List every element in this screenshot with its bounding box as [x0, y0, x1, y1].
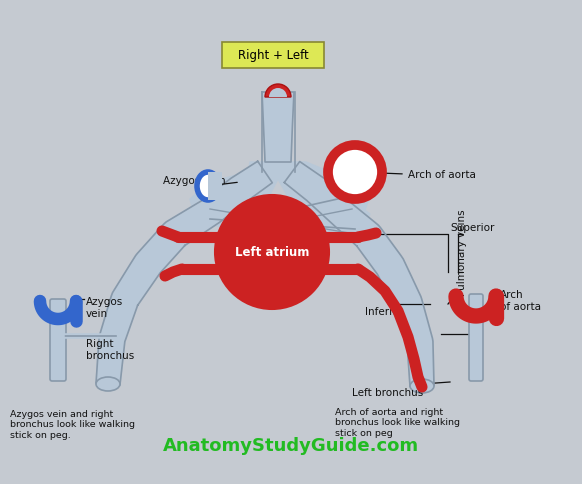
Polygon shape [96, 162, 272, 385]
Ellipse shape [96, 377, 120, 391]
Ellipse shape [410, 379, 434, 393]
Text: Arch
of aorta: Arch of aorta [500, 289, 541, 311]
Polygon shape [190, 165, 370, 237]
Text: Left bronchus: Left bronchus [352, 387, 423, 397]
Bar [208, 173, 222, 200]
Text: Inferior: Inferior [365, 306, 403, 317]
Text: Right
bronchus: Right bronchus [86, 338, 134, 360]
FancyBboxPatch shape [469, 294, 483, 381]
Text: Arch of aorta and right
bronchus look like walking
stick on peg: Arch of aorta and right bronchus look li… [335, 407, 460, 437]
Polygon shape [262, 93, 294, 163]
Text: Arch of aorta: Arch of aorta [408, 170, 476, 180]
Ellipse shape [197, 173, 219, 200]
Text: Pulmonary veins: Pulmonary veins [457, 209, 467, 296]
Wedge shape [265, 85, 291, 98]
Text: Azygos
vein: Azygos vein [86, 296, 123, 318]
Text: Left atrium: Left atrium [235, 246, 309, 259]
Circle shape [215, 196, 329, 309]
Text: AnatomyStudyGuide.com: AnatomyStudyGuide.com [163, 436, 419, 454]
Text: Azygos vein and right
bronchus look like walking
stick on peg.: Azygos vein and right bronchus look like… [10, 409, 135, 439]
FancyBboxPatch shape [222, 43, 324, 69]
Text: Right + Left: Right + Left [237, 49, 308, 62]
Text: Azygos vein: Azygos vein [163, 176, 226, 186]
Polygon shape [190, 163, 370, 225]
Circle shape [328, 146, 382, 199]
Polygon shape [284, 162, 434, 387]
FancyBboxPatch shape [50, 300, 66, 381]
Wedge shape [269, 89, 287, 98]
Text: Superior: Superior [450, 223, 494, 232]
